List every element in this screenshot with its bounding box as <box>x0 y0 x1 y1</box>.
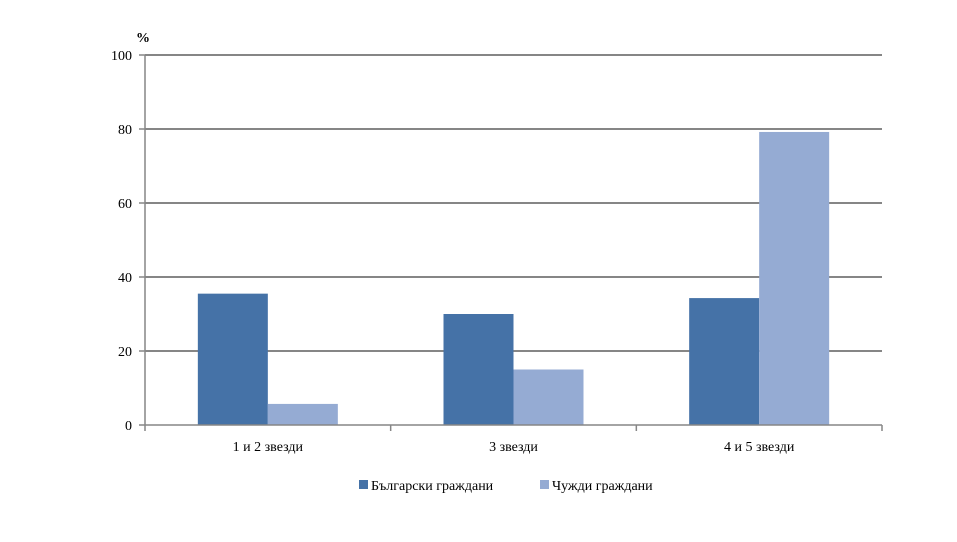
y-tick-label: 60 <box>118 197 132 212</box>
bar <box>197 293 268 425</box>
y-tick-label: 80 <box>118 123 132 138</box>
y-tick-label: 20 <box>118 345 132 360</box>
bar <box>267 403 338 425</box>
bar <box>443 314 514 425</box>
bar <box>513 369 584 425</box>
legend-swatch <box>359 480 368 489</box>
legend-label: Чужди граждани <box>552 479 653 494</box>
x-tick-label: 4 и 5 звезди <box>724 440 795 455</box>
x-tick-labels: 1 и 2 звезди 3 звезди 4 и 5 звезди <box>233 440 795 455</box>
x-tick-label: 1 и 2 звезди <box>233 440 304 455</box>
y-tick-label: 40 <box>118 271 132 286</box>
axes <box>139 54 883 431</box>
y-tick-labels: 0 20 40 60 80 100 <box>111 49 132 434</box>
legend-swatch <box>540 480 549 489</box>
bar <box>689 298 760 425</box>
bar <box>759 131 830 425</box>
legend: Български граждани Чужди граждани <box>359 479 653 494</box>
y-unit-label: % <box>136 31 150 46</box>
y-tick-label: 0 <box>125 419 132 434</box>
bars <box>197 131 830 425</box>
legend-label: Български граждани <box>371 479 494 494</box>
x-tick-label: 3 звезди <box>489 440 538 455</box>
y-tick-label: 100 <box>111 49 132 64</box>
